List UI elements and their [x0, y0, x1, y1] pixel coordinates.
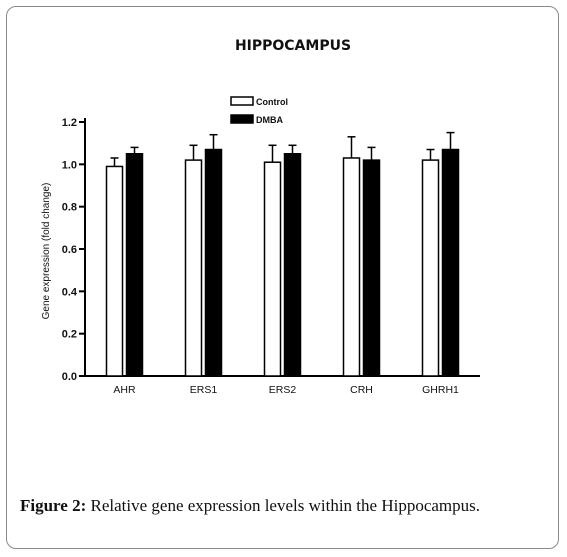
- bar-dmba-ers1: [204, 148, 223, 377]
- chart-title: HIPPOCAMPUS: [235, 38, 351, 54]
- x-tick-label: GHRH1: [422, 384, 459, 396]
- y-tick-label: 0.8: [62, 202, 77, 214]
- bar-dmba-ers2: [283, 153, 302, 377]
- caption-label: Figure 2:: [20, 496, 87, 515]
- legend-swatch-dmba: [230, 114, 254, 124]
- y-tick-label: 0.2: [62, 329, 77, 341]
- bar-control-crh: [342, 157, 361, 377]
- bar-dmba-crh: [362, 159, 381, 377]
- bar-dmba-ghrh1: [441, 148, 460, 377]
- bar-control-ers2: [263, 161, 282, 377]
- y-tick-label: 0.0: [62, 371, 77, 383]
- chart: HIPPOCAMPUS Control DMBA Gene expression…: [41, 38, 480, 396]
- bar-control-ghrh1: [421, 159, 440, 377]
- bars: [105, 131, 460, 377]
- x-tick-label: AHR: [113, 384, 136, 396]
- axes: 0.0 0.2 0.4 0.6 0.8 1.0 1.2 AHR ERS1 ERS2 CRH GHRH1: [62, 117, 480, 396]
- x-tick-label: ERS2: [269, 384, 297, 396]
- y-tick-label: 1.0: [62, 159, 77, 171]
- bar-control-ers1: [184, 159, 203, 377]
- y-axis-label: Gene expression (fold change): [41, 183, 52, 320]
- bar-control-ahr: [105, 165, 124, 377]
- legend-label-control: Control: [256, 97, 288, 107]
- caption-text: Relative gene expression levels within t…: [86, 496, 481, 515]
- y-tick-label: 1.2: [62, 117, 77, 129]
- bar-dmba-ahr: [125, 153, 144, 377]
- figure-caption: Figure 2: Relative gene expression level…: [20, 496, 550, 516]
- legend-label-dmba: DMBA: [256, 115, 283, 125]
- y-tick-label: 0.4: [62, 286, 78, 298]
- legend: Control DMBA: [230, 96, 288, 125]
- x-tick-label: ERS1: [190, 384, 218, 396]
- x-tick-label: CRH: [350, 384, 373, 396]
- legend-swatch-control: [230, 96, 254, 106]
- figure-frame: [6, 6, 559, 549]
- y-tick-label: 0.6: [62, 244, 77, 256]
